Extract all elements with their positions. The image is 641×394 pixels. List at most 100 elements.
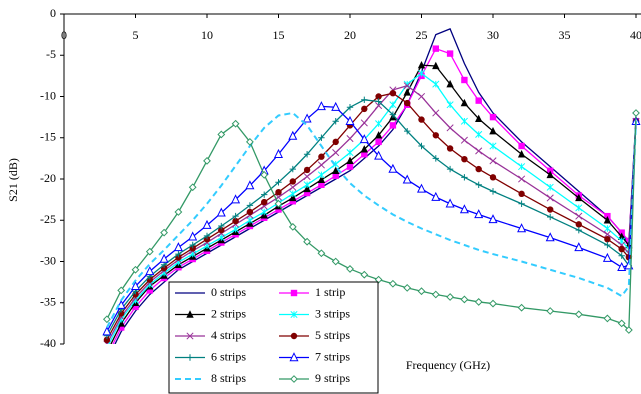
marker xyxy=(186,310,194,318)
y-tick-label: -15 xyxy=(40,130,56,144)
marker xyxy=(402,174,412,184)
marker xyxy=(618,232,626,240)
marker xyxy=(475,130,483,139)
marker xyxy=(602,252,612,262)
marker xyxy=(130,280,141,290)
marker xyxy=(290,375,298,383)
marker xyxy=(432,109,440,117)
marker xyxy=(145,247,154,256)
marker xyxy=(160,228,169,237)
marker xyxy=(388,279,397,288)
marker xyxy=(431,290,440,299)
marker xyxy=(188,183,197,192)
marker xyxy=(403,283,412,292)
marker xyxy=(203,156,211,165)
marker xyxy=(103,336,111,344)
marker xyxy=(275,179,282,186)
marker xyxy=(261,198,268,206)
marker xyxy=(404,99,411,107)
marker xyxy=(459,204,469,214)
marker xyxy=(246,208,254,216)
x-tick-label: 35 xyxy=(559,28,571,42)
marker xyxy=(417,92,426,101)
marker xyxy=(317,161,325,169)
x-tick-label: 10 xyxy=(201,28,213,42)
marker xyxy=(389,90,397,97)
marker xyxy=(118,324,125,331)
marker xyxy=(575,204,583,212)
marker xyxy=(446,124,454,132)
marker xyxy=(346,156,354,165)
y-tick-label: -30 xyxy=(40,253,56,267)
marker xyxy=(302,113,312,123)
marker xyxy=(475,181,482,188)
marker xyxy=(432,45,439,52)
marker xyxy=(218,226,225,234)
y-tick-label: -20 xyxy=(40,171,56,185)
marker xyxy=(475,147,483,155)
marker xyxy=(547,206,554,213)
marker xyxy=(303,184,311,193)
marker xyxy=(617,319,626,328)
marker xyxy=(518,163,526,171)
marker xyxy=(547,213,554,221)
marker xyxy=(375,98,382,105)
marker xyxy=(173,242,183,252)
marker xyxy=(345,115,355,125)
y-tick-label: 0 xyxy=(50,6,56,20)
marker xyxy=(624,326,633,334)
marker xyxy=(389,111,397,118)
marker xyxy=(604,241,611,249)
marker xyxy=(574,242,584,252)
legend-label: 0 strips xyxy=(211,285,246,299)
marker xyxy=(102,315,111,324)
marker xyxy=(360,270,369,279)
marker xyxy=(275,189,282,196)
marker xyxy=(361,105,368,113)
marker xyxy=(403,82,411,90)
marker xyxy=(575,193,583,202)
legend-label: 2 strips xyxy=(211,306,246,320)
marker xyxy=(346,265,354,273)
marker xyxy=(618,252,625,259)
x-tick-label: 15 xyxy=(273,28,285,42)
marker xyxy=(603,230,611,238)
marker xyxy=(117,319,125,327)
marker xyxy=(361,151,368,158)
marker xyxy=(317,249,326,258)
marker xyxy=(461,174,468,181)
marker xyxy=(517,223,527,233)
marker xyxy=(417,60,426,69)
marker xyxy=(546,183,554,191)
marker xyxy=(404,127,411,135)
marker xyxy=(489,142,497,150)
x-tick-label: 5 xyxy=(133,28,139,42)
marker xyxy=(489,157,497,165)
marker xyxy=(290,310,298,319)
legend-label: 9 strips xyxy=(315,371,350,385)
marker xyxy=(246,202,254,209)
marker xyxy=(303,237,312,246)
marker xyxy=(245,180,255,190)
marker xyxy=(289,193,297,202)
marker xyxy=(446,79,454,88)
series-line xyxy=(114,28,637,344)
legend-label: 5 strips xyxy=(315,328,350,342)
plot-area xyxy=(102,28,641,344)
marker xyxy=(316,101,326,111)
marker xyxy=(346,149,354,157)
series-line xyxy=(106,111,637,328)
marker xyxy=(245,137,254,146)
marker xyxy=(216,207,226,217)
marker xyxy=(489,299,497,308)
marker xyxy=(232,212,239,220)
marker xyxy=(273,148,284,158)
marker xyxy=(303,172,311,181)
marker xyxy=(618,245,625,253)
x-tick-label: 40 xyxy=(630,28,641,42)
marker xyxy=(117,286,126,295)
marker xyxy=(460,136,468,144)
marker xyxy=(375,138,382,146)
marker xyxy=(289,198,296,205)
marker xyxy=(231,194,241,204)
